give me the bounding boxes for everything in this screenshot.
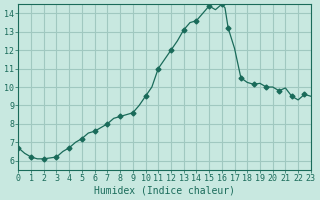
X-axis label: Humidex (Indice chaleur): Humidex (Indice chaleur) [94,186,235,196]
